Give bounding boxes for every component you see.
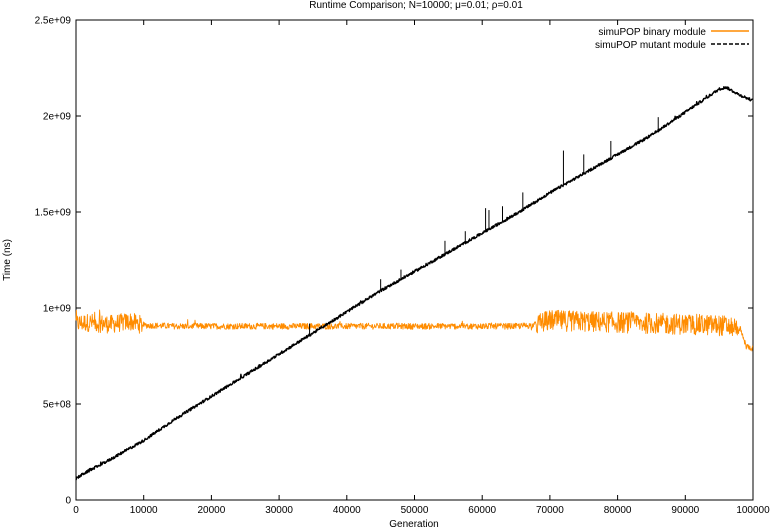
x-tick-label: 0 bbox=[73, 505, 79, 516]
x-tick-label: 90000 bbox=[671, 505, 699, 516]
series-layer bbox=[75, 86, 754, 481]
x-tick-label: 80000 bbox=[604, 505, 632, 516]
plot-frame bbox=[75, 19, 754, 501]
y-axis-label: Time (ns) bbox=[2, 239, 13, 281]
y-tick-label: 1.5e+09 bbox=[35, 208, 72, 219]
y-tick-label: 0 bbox=[65, 496, 71, 507]
x-tick-label: 40000 bbox=[333, 505, 361, 516]
x-tick-label: 30000 bbox=[265, 505, 293, 516]
legend: simuPOP binary module simuPOP mutant mod… bbox=[595, 27, 749, 51]
series-line-mutant bbox=[75, 86, 753, 481]
chart-title: Runtime Comparison; N=10000; μ=0.01; ρ=0… bbox=[309, 0, 523, 11]
legend-label-binary: simuPOP binary module bbox=[598, 27, 706, 38]
x-tick-label: 50000 bbox=[401, 505, 429, 516]
y-axis: 0 5e+08 1e+09 1.5e+09 2e+09 2.5e+09 bbox=[35, 16, 753, 507]
series-line-binary bbox=[75, 309, 754, 352]
y-tick-label: 2e+09 bbox=[43, 112, 72, 123]
y-tick-label: 5e+08 bbox=[43, 400, 72, 411]
x-tick-label: 60000 bbox=[468, 505, 496, 516]
x-axis-label: Generation bbox=[389, 519, 438, 530]
legend-label-mutant: simuPOP mutant module bbox=[595, 40, 706, 51]
y-tick-label: 1e+09 bbox=[43, 304, 72, 315]
x-tick-label: 20000 bbox=[197, 505, 225, 516]
x-tick-label: 100000 bbox=[736, 505, 770, 516]
y-tick-label: 2.5e+09 bbox=[35, 16, 72, 27]
x-tick-label: 10000 bbox=[130, 505, 158, 516]
plot-area bbox=[75, 19, 754, 501]
x-tick-label: 70000 bbox=[536, 505, 564, 516]
x-axis: 0 10000 20000 30000 40000 50000 60000 70000 8000… bbox=[73, 20, 770, 516]
